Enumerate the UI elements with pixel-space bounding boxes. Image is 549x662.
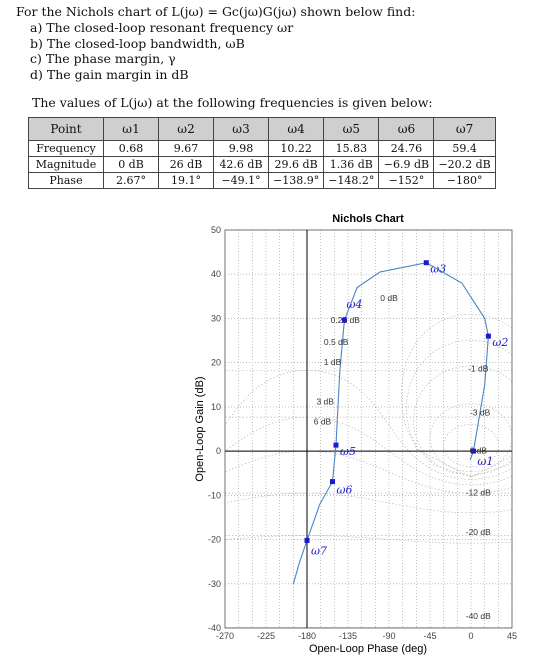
table-title: The values of L(jω) at the following fre…	[32, 95, 433, 110]
y-tick-label: 50	[211, 225, 221, 235]
x-tick-label: -180	[298, 631, 316, 641]
y-tick-label: -30	[208, 579, 221, 589]
table-cell: 1.36 dB	[324, 157, 379, 173]
table-header-cell: ω2	[159, 118, 214, 141]
point-label: ω5	[340, 445, 356, 458]
table-cell: 59.4	[434, 141, 495, 157]
table-header-row: Point ω1 ω2 ω3 ω4 ω5 ω6 ω7	[29, 118, 496, 141]
x-tick-label: -135	[339, 631, 357, 641]
table-cell: 0 dB	[104, 157, 159, 173]
y-axis-label: Open-Loop Gain (dB)	[194, 376, 206, 481]
point-marker	[333, 443, 338, 448]
table-cell: 10.22	[269, 141, 324, 157]
table-cell: 0.68	[104, 141, 159, 157]
y-tick-label: -10	[208, 490, 221, 500]
y-tick-label: 0	[216, 446, 221, 456]
table-header-cell: Point	[29, 118, 104, 141]
table-cell: −148.2°	[324, 173, 379, 189]
m-contour-line	[116, 424, 171, 466]
point-marker	[330, 479, 335, 484]
question-d: d) The gain margin in dB	[30, 67, 293, 83]
table-row: Magnitude 0 dB 26 dB 42.6 dB 29.6 dB 1.3…	[29, 157, 496, 173]
point-label: ω6	[337, 484, 353, 497]
contour-label: -1 dB	[468, 364, 489, 374]
question-list: a) The closed-loop resonant frequency ωr…	[30, 20, 293, 82]
question-a: a) The closed-loop resonant frequency ωr	[30, 20, 293, 36]
table-header-cell: ω5	[324, 118, 379, 141]
table-cell: Phase	[29, 173, 104, 189]
values-table: Point ω1 ω2 ω3 ω4 ω5 ω6 ω7 Frequency 0.6…	[28, 117, 496, 189]
table-row: Frequency 0.68 9.67 9.98 10.22 15.83 24.…	[29, 141, 496, 157]
contour-label: 0.25 dB	[331, 315, 361, 325]
table-cell: −49.1°	[214, 173, 269, 189]
plot-area	[225, 230, 512, 628]
table-header-cell: ω4	[269, 118, 324, 141]
table-cell: −20.2 dB	[434, 157, 495, 173]
contour-label: 6 dB	[314, 417, 332, 427]
x-tick-label: -45	[423, 631, 436, 641]
x-tick-label: -225	[257, 631, 275, 641]
contour-label: -3 dB	[470, 408, 491, 418]
contour-label: -12 dB	[466, 487, 491, 497]
m-contour-line	[74, 314, 213, 477]
table-cell: 29.6 dB	[269, 157, 324, 173]
x-tick-label: 0	[468, 631, 473, 641]
contour-label: 3 dB	[316, 397, 334, 407]
table-header-cell: ω6	[379, 118, 434, 141]
m-contour-line	[79, 340, 208, 476]
contour-label: -20 dB	[466, 527, 491, 537]
point-label: ω2	[492, 336, 508, 349]
table-cell: Magnitude	[29, 157, 104, 173]
m-contour-line	[86, 366, 201, 476]
contour-label: 6 dB	[470, 445, 488, 455]
m-contour-line	[102, 404, 184, 472]
point-label: ω7	[311, 544, 327, 557]
point-marker	[305, 538, 310, 543]
table-header-cell: ω3	[214, 118, 269, 141]
x-tick-label: 45	[507, 631, 517, 641]
nichols-chart: -270 -225 -180 -135 -90 -45 0 45 -40 -30 -20 -10 0 10…	[0, 200, 549, 662]
contour-label: 1 dB	[324, 357, 342, 367]
point-label: ω4	[346, 298, 362, 311]
y-tick-label: 10	[211, 402, 221, 412]
table-cell: 9.67	[159, 141, 214, 157]
table-cell: 24.76	[379, 141, 434, 157]
table-cell: 19.1°	[159, 173, 214, 189]
table-cell: 15.83	[324, 141, 379, 157]
table-cell: 42.6 dB	[214, 157, 269, 173]
y-tick-label: -40	[208, 623, 221, 633]
x-tick-label: -90	[382, 631, 395, 641]
table-cell: Frequency	[29, 141, 104, 157]
table-cell: −180°	[434, 173, 495, 189]
x-axis-label: Open-Loop Phase (deg)	[309, 643, 427, 655]
table-header-cell: ω1	[104, 118, 159, 141]
table-cell: 9.98	[214, 141, 269, 157]
question-c: c) The phase margin, γ	[30, 51, 293, 67]
table-cell: −6.9 dB	[379, 157, 434, 173]
point-label: ω1	[477, 455, 493, 468]
point-marker	[424, 260, 429, 265]
contour-label: -40 dB	[466, 611, 491, 621]
table-header-cell: ω7	[434, 118, 495, 141]
contour-label: 0.5 dB	[324, 337, 349, 347]
table-row: Phase 2.67° 19.1° −49.1° −138.9° −148.2°…	[29, 173, 496, 189]
y-tick-label: 40	[211, 269, 221, 279]
chart-title: Nichols Chart	[332, 213, 404, 225]
point-label: ω3	[430, 263, 446, 276]
question-b: b) The closed-loop bandwidth, ωB	[30, 36, 293, 52]
y-tick-label: -20	[208, 535, 221, 545]
y-tick-label: 30	[211, 313, 221, 323]
table-cell: −152°	[379, 173, 434, 189]
contour-label: 0 dB	[380, 293, 398, 303]
point-marker	[486, 334, 491, 339]
table-cell: 26 dB	[159, 157, 214, 173]
problem-intro: For the Nichols chart of L(jω) = Gc(jω)G…	[16, 4, 415, 20]
table-cell: 2.67°	[104, 173, 159, 189]
table-cell: −138.9°	[269, 173, 324, 189]
y-tick-label: 20	[211, 358, 221, 368]
